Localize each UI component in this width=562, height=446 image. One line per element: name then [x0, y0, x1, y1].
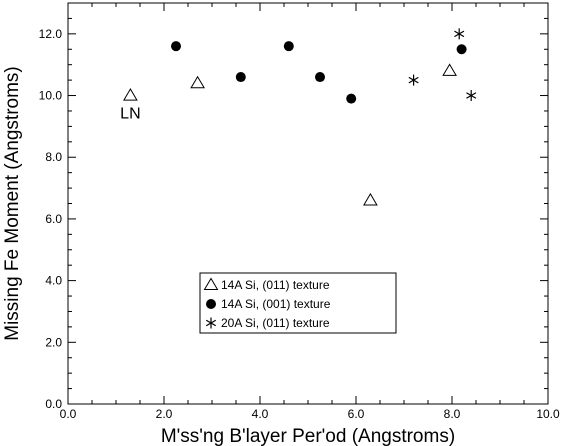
legend-marker	[205, 317, 217, 329]
legend-label: 14A Si, (001) texture	[221, 297, 331, 311]
y-tick-label: 8.0	[45, 150, 62, 164]
legend: 14A Si, (011) texture 14A Si, (001) textu…	[199, 272, 397, 334]
open-triangle-point	[442, 63, 457, 76]
legend-box	[199, 272, 397, 334]
y-tick-label: 10.0	[39, 89, 63, 103]
y-tick-label: 2.0	[45, 335, 62, 349]
filled-circle-point	[315, 72, 325, 83]
asterisk-point	[466, 90, 477, 102]
annotations: LN	[120, 106, 140, 123]
y-tick-label: 6.0	[45, 212, 62, 226]
y-axis-ticks: 0.0 2.0 4.0 6.0 8.0 10.0 12.0	[39, 2, 548, 411]
legend-label: 20A Si, (011) texture	[221, 316, 330, 330]
open-triangle-point	[123, 88, 138, 101]
filled-circle-point	[235, 72, 246, 83]
x-tick-label: 2.0	[156, 407, 173, 421]
open-triangle-point	[363, 192, 378, 206]
filled-circle-point	[283, 41, 294, 52]
x-tick-label: 0.0	[60, 407, 77, 421]
legend-marker	[203, 277, 219, 291]
data-points	[123, 28, 477, 206]
y-tick-label: 0.0	[45, 397, 62, 411]
x-axis-ticks: 0.0 2.0 4.0 6.0 8.0 10.0	[60, 3, 560, 421]
open-triangle-point	[190, 75, 205, 89]
y-tick-label: 12.0	[39, 27, 63, 41]
point-annotation: LN	[120, 106, 140, 123]
filled-circle-point	[456, 44, 467, 55]
x-tick-label: 8.0	[444, 407, 461, 421]
legend-label: 14A Si, (011) texture	[221, 278, 330, 292]
legend-items: 14A Si, (011) texture 14A Si, (001) textu…	[203, 277, 331, 330]
x-axis-label: M'ss'ng B'layer Per'od (Angstroms)	[161, 426, 455, 446]
asterisk-point	[454, 28, 465, 40]
filled-circle-point	[171, 41, 181, 52]
y-axis-label: Missing Fe Moment (Angstroms)	[2, 66, 23, 341]
filled-circle-point	[346, 93, 357, 104]
x-tick-label: 10.0	[536, 407, 560, 421]
y-tick-label: 4.0	[45, 274, 62, 288]
x-tick-label: 4.0	[252, 407, 269, 421]
asterisk-point	[408, 74, 419, 86]
plot-frame	[67, 2, 549, 405]
x-tick-label: 6.0	[348, 407, 365, 421]
legend-marker	[206, 299, 216, 309]
